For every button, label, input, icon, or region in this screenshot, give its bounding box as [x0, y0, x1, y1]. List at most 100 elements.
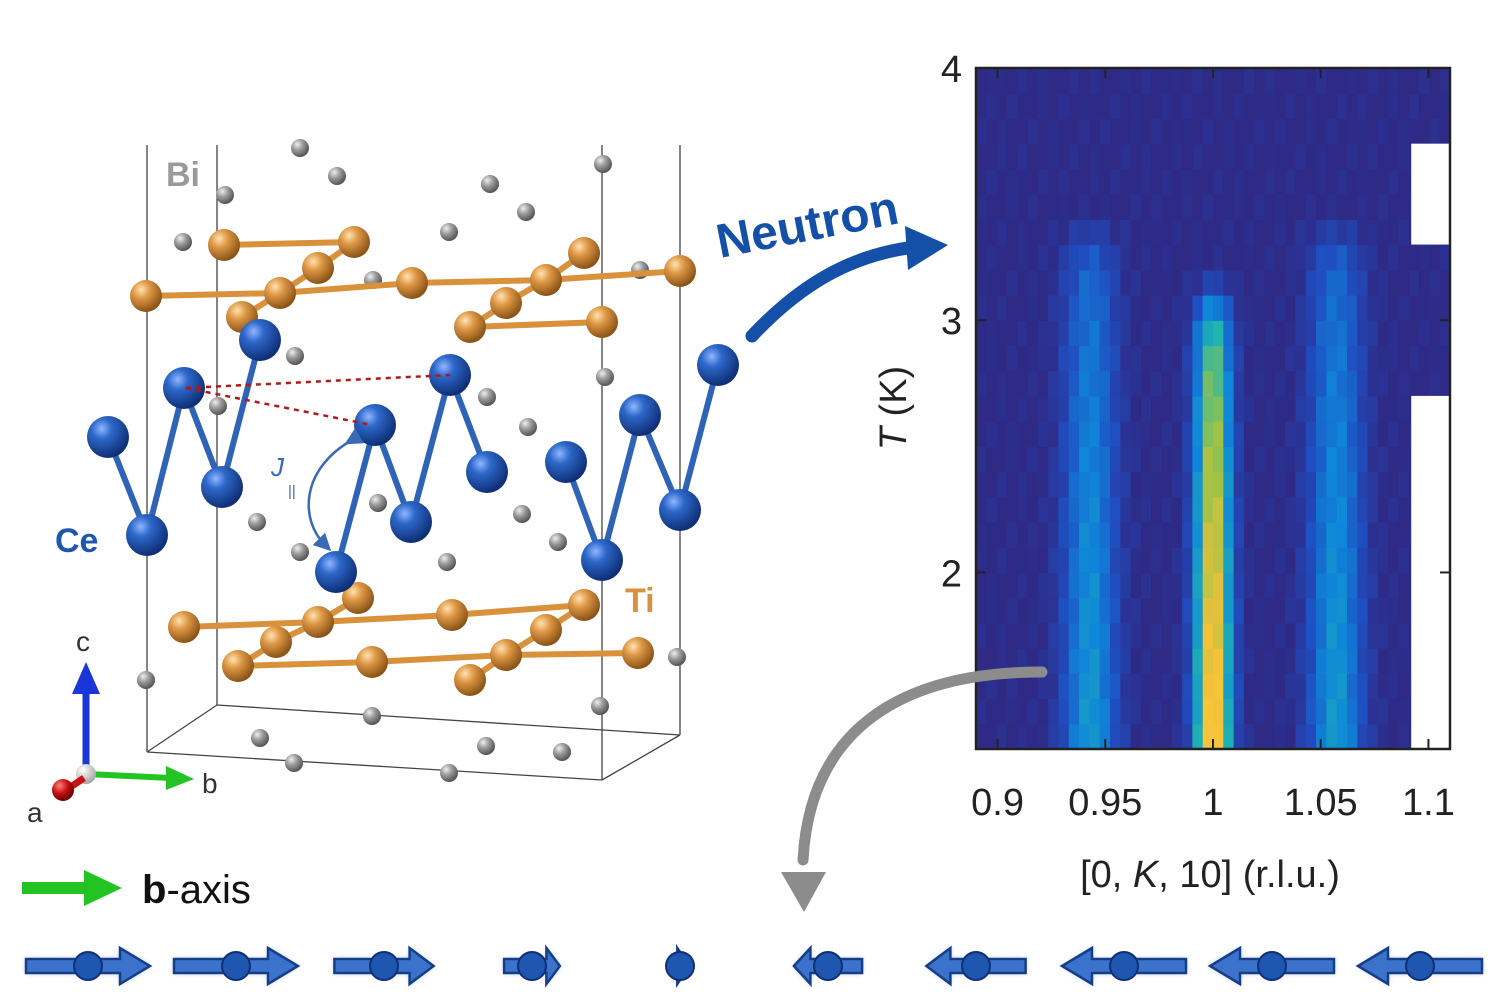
heatmap-cell — [1285, 723, 1297, 750]
heatmap-cell — [1264, 370, 1276, 397]
heatmap-cell — [1109, 168, 1121, 195]
heatmap-cell — [1346, 446, 1358, 473]
heatmap-cell — [1223, 194, 1235, 220]
heatmap-cell — [1192, 648, 1204, 674]
heatmap-cell — [1264, 168, 1276, 195]
heatmap-cell — [1006, 244, 1018, 271]
x-tick-label: 0.9 — [971, 782, 1024, 824]
heatmap-cell — [1099, 673, 1111, 700]
heatmap-cell — [1171, 68, 1183, 94]
heatmap-cell — [1388, 143, 1400, 170]
heatmap-cell — [1254, 269, 1266, 296]
heatmap-cell — [996, 244, 1008, 271]
heatmap-cell — [1388, 244, 1400, 271]
heatmap-cell — [1316, 395, 1327, 422]
heatmap-cell — [1336, 597, 1348, 624]
heatmap-cell — [1089, 421, 1101, 447]
heatmap-cell — [1264, 395, 1276, 422]
heatmap-cell — [1305, 395, 1317, 422]
heatmap-cell — [1006, 194, 1018, 220]
heatmap-cell — [1068, 421, 1080, 447]
heatmap-cell — [1048, 320, 1060, 347]
heatmap-cell — [1274, 320, 1286, 347]
heatmap-cell — [1336, 522, 1348, 548]
heatmap-cell — [1357, 194, 1369, 220]
heatmap-cell — [1264, 320, 1276, 347]
heatmap-cell — [1058, 168, 1070, 195]
heatmap-cell — [1182, 93, 1193, 120]
heatmap-cell — [1367, 219, 1379, 246]
heatmap-cell — [1192, 673, 1204, 700]
bi-atom — [668, 648, 686, 666]
heatmap-cell — [1017, 421, 1029, 447]
heatmap-cell — [1161, 269, 1173, 296]
heatmap-cell — [1336, 68, 1348, 94]
heatmap-cell — [1285, 194, 1297, 220]
y-tick-label: 4 — [941, 49, 962, 91]
heatmap-cell — [1109, 471, 1121, 498]
heatmap-cell — [1367, 295, 1379, 321]
heatmap-cell — [1037, 68, 1049, 94]
heatmap-cell — [1099, 572, 1111, 599]
heatmap-cell — [1048, 547, 1060, 574]
heatmap-cell — [1254, 496, 1266, 523]
heatmap-cell — [1140, 194, 1152, 220]
heatmap-cell — [1357, 648, 1369, 674]
heatmap-cell — [1120, 269, 1132, 296]
heatmap-cell — [1171, 648, 1183, 674]
heatmap-cell — [986, 496, 998, 523]
heatmap-cell — [1079, 471, 1090, 498]
heatmap-cell — [1398, 93, 1410, 120]
ti-atom — [264, 277, 296, 309]
heatmap-cell — [1171, 622, 1183, 649]
heatmap-cell — [1120, 421, 1132, 447]
heatmap-cell — [1161, 244, 1173, 271]
heatmap-cell — [1058, 143, 1070, 170]
heatmap-cell — [1305, 572, 1317, 599]
heatmap-cell — [1316, 648, 1327, 674]
heatmap-cell — [1192, 68, 1204, 94]
heatmap-cell — [1006, 320, 1018, 347]
heatmap-cell — [1439, 345, 1451, 372]
heatmap-cell — [1079, 522, 1090, 548]
heatmap-cell — [1243, 723, 1255, 750]
heatmap-cell — [1233, 320, 1245, 347]
heatmap-cell — [996, 648, 1008, 674]
heatmap-cell — [1388, 547, 1400, 574]
heatmap-cell — [1161, 93, 1173, 120]
heatmap-cell — [1037, 698, 1049, 725]
heatmap-cell — [1264, 572, 1276, 599]
heatmap-cell — [1130, 93, 1142, 120]
no-data-regions — [1411, 143, 1450, 749]
heatmap-cell — [1048, 446, 1060, 473]
heatmap-cell — [1223, 471, 1235, 498]
heatmap-cell — [1295, 673, 1307, 700]
legend-text: b-axis — [142, 868, 251, 912]
heatmap-cell — [1377, 648, 1389, 674]
b-axis-legend: b-axis — [22, 868, 251, 912]
heatmap-cell — [1398, 269, 1410, 296]
heatmap-cell — [1367, 395, 1379, 422]
heatmap-cell — [1027, 522, 1039, 548]
heatmap-cell — [1109, 370, 1121, 397]
heatmap-cell — [1089, 446, 1101, 473]
spin-atom — [1405, 951, 1435, 981]
heatmap-cell — [1109, 68, 1121, 94]
heatmap-cell — [1079, 547, 1090, 574]
heatmap-cell — [1068, 572, 1080, 599]
heatmap-cell — [1357, 622, 1369, 649]
gray-curved-arrow — [797, 666, 1048, 866]
heatmap-cell — [1398, 68, 1410, 94]
cell-edge — [601, 734, 681, 781]
heatmap-cell — [976, 93, 987, 120]
heatmap-cell — [1192, 471, 1204, 498]
heatmap-cell — [1161, 496, 1173, 523]
heatmap-cell — [1367, 118, 1379, 145]
heatmap-cell — [1006, 168, 1018, 195]
heatmap-cell — [1151, 269, 1163, 296]
heatmap-cell — [1140, 370, 1152, 397]
c-axis-arrowhead — [72, 662, 100, 694]
heatmap-cell — [1109, 698, 1121, 725]
heatmap-cell — [1243, 118, 1255, 145]
heatmap-cell — [976, 118, 987, 145]
